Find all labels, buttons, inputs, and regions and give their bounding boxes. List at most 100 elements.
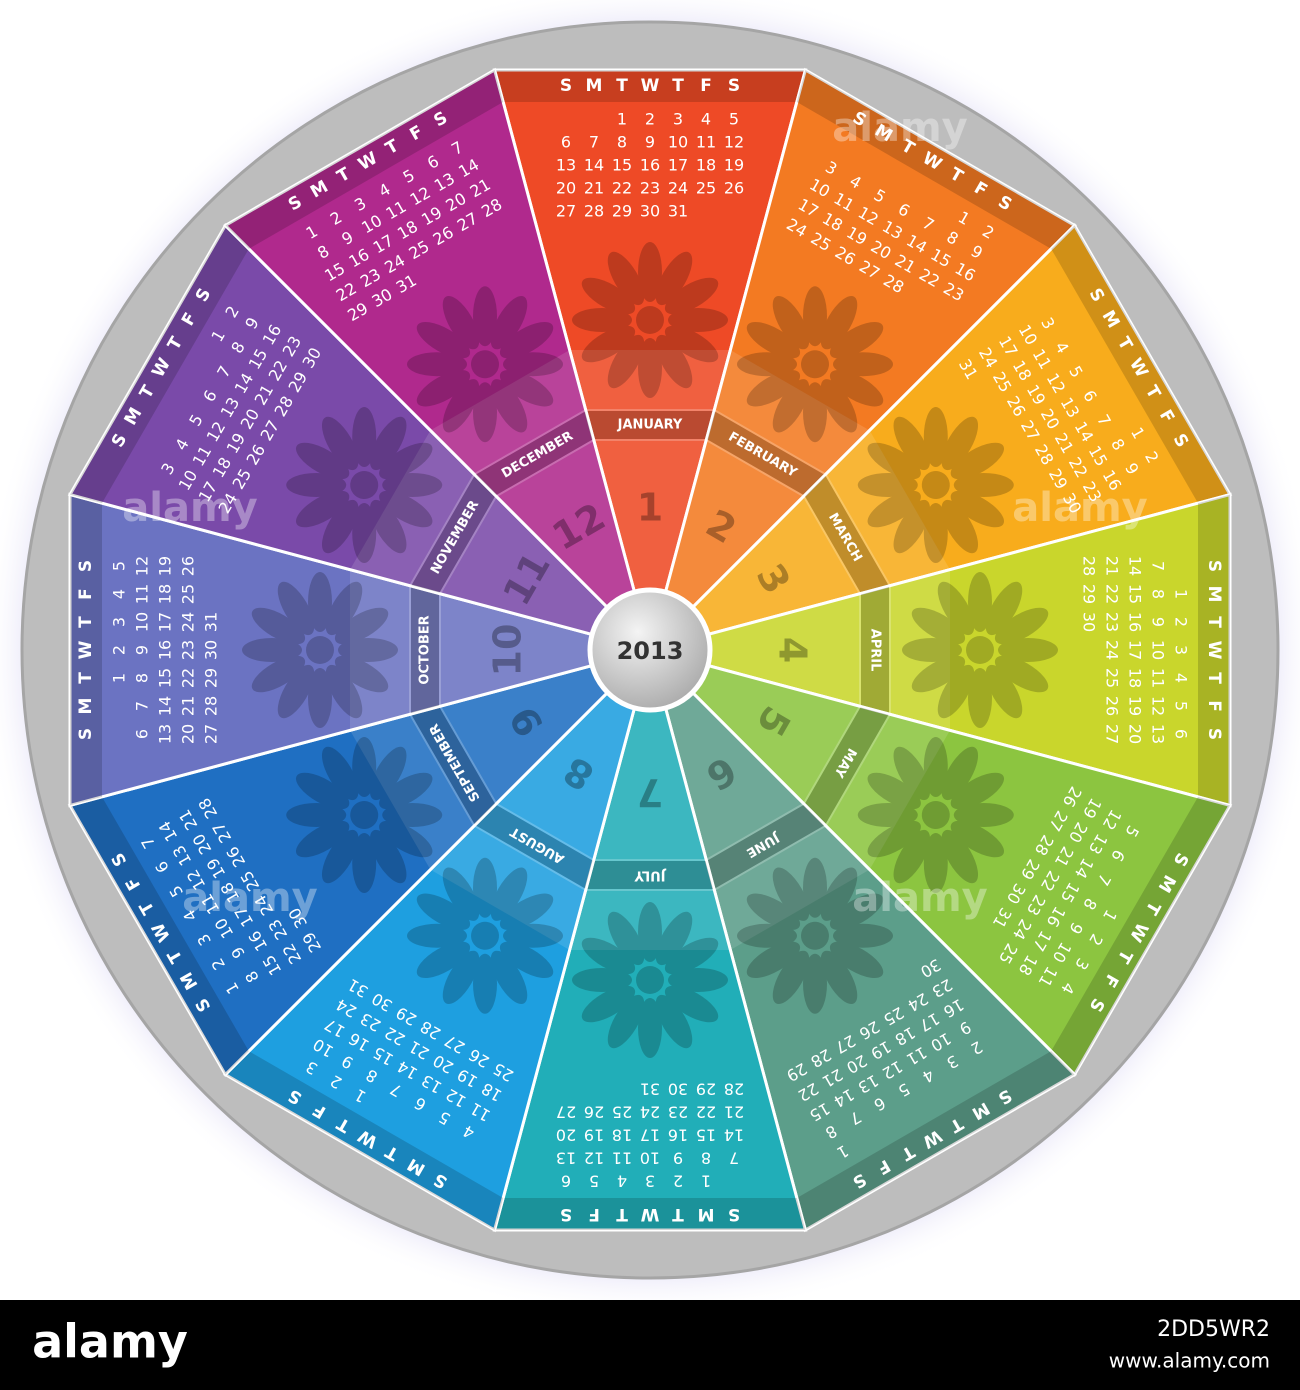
weekday-band — [1051, 225, 1231, 504]
petal — [857, 473, 918, 497]
mandala-core — [801, 350, 829, 379]
weekday-band — [69, 796, 249, 1075]
day: 13 — [1149, 724, 1168, 744]
day: 27 — [202, 724, 221, 744]
day: 23 — [640, 179, 660, 198]
mandala-ring — [899, 448, 973, 522]
petal — [941, 499, 979, 554]
petal — [772, 867, 810, 921]
day: 16 — [1126, 612, 1145, 632]
month-name: JANUARY — [617, 418, 683, 433]
petal — [829, 369, 884, 407]
weekday: T — [616, 1204, 628, 1224]
day: 14 — [584, 156, 604, 175]
petal — [334, 607, 389, 645]
petal — [442, 867, 480, 921]
day: 10 — [133, 612, 152, 632]
day: 22 — [696, 1103, 716, 1122]
day: 3 — [110, 617, 129, 627]
day: 13 — [556, 156, 576, 175]
petal — [829, 893, 884, 931]
petal — [490, 379, 528, 433]
petal — [581, 325, 636, 363]
hub — [587, 587, 713, 713]
day: 5 — [729, 110, 739, 129]
day: 12 — [1149, 696, 1168, 716]
weekday: S — [560, 76, 572, 96]
day: 1 — [1172, 589, 1191, 599]
petal — [308, 572, 332, 632]
weekday: W — [76, 640, 96, 659]
weekday: M — [586, 76, 603, 96]
petal — [416, 893, 471, 931]
petal — [829, 321, 884, 359]
mandala-ring — [899, 778, 973, 852]
day: 21 — [724, 1103, 744, 1122]
day: 26 — [179, 556, 198, 576]
petal — [338, 638, 398, 662]
petal — [911, 607, 966, 645]
petal — [772, 950, 810, 1005]
petal — [379, 490, 433, 528]
day: 25 — [179, 584, 198, 604]
day: 17 — [156, 612, 175, 632]
petal — [581, 985, 636, 1023]
weekday: S — [76, 560, 96, 572]
day: 6 — [561, 1172, 571, 1191]
day: 16 — [156, 640, 175, 660]
day: 24 — [640, 1103, 660, 1122]
day: 12 — [584, 1149, 604, 1168]
petal — [664, 325, 719, 363]
day: 20 — [1126, 724, 1145, 744]
day: 9 — [645, 133, 655, 152]
month-segment: 2FEBRUARYSMTWTFS123456789101112131415161… — [663, 67, 1078, 610]
weekday: F — [1204, 700, 1224, 712]
day: 29 — [696, 1080, 716, 1099]
day: 1 — [617, 110, 627, 129]
mandala-ring — [448, 327, 522, 401]
mandala — [737, 857, 893, 1014]
day: 24 — [668, 179, 688, 198]
petal — [867, 820, 921, 858]
petal — [998, 638, 1058, 662]
petal — [473, 953, 497, 1014]
petal — [572, 308, 632, 332]
petal — [893, 499, 931, 554]
weekday: W — [640, 1204, 659, 1224]
day: 9 — [1149, 617, 1168, 627]
day: 30 — [668, 1080, 688, 1099]
footer-url: www.alamy.com — [1109, 1349, 1270, 1373]
petal — [664, 985, 719, 1023]
day: 26 — [724, 179, 744, 198]
weekday: T — [76, 672, 96, 684]
petal — [994, 607, 1049, 645]
petal — [442, 379, 480, 433]
mandala-core — [966, 636, 994, 664]
day: 17 — [640, 1126, 660, 1145]
petal — [668, 308, 728, 332]
petal — [295, 442, 350, 480]
petal — [352, 833, 377, 893]
mandala-core — [471, 921, 499, 950]
month-segment: 12DECEMBERSMTWTFS12345678910111213141516… — [222, 67, 637, 610]
petal — [607, 334, 645, 389]
day: 2 — [1172, 617, 1191, 627]
petal — [295, 772, 350, 810]
petal — [308, 668, 332, 728]
day: 20 — [556, 1126, 576, 1145]
day: 17 — [668, 156, 688, 175]
day: 4 — [701, 110, 711, 129]
mandala-ring — [778, 327, 852, 401]
day: 19 — [584, 1126, 604, 1145]
shade — [430, 692, 635, 951]
day: 31 — [640, 1080, 660, 1099]
day: 24 — [1103, 640, 1122, 660]
day: 16 — [668, 1126, 688, 1145]
day: 1 — [701, 1172, 711, 1191]
petal — [950, 820, 1005, 858]
image-id: 2DD5WR2 — [1157, 1317, 1270, 1342]
petal — [737, 923, 797, 948]
day: 4 — [617, 1172, 627, 1191]
footer-bar — [0, 1300, 1300, 1390]
day: 8 — [617, 133, 627, 152]
